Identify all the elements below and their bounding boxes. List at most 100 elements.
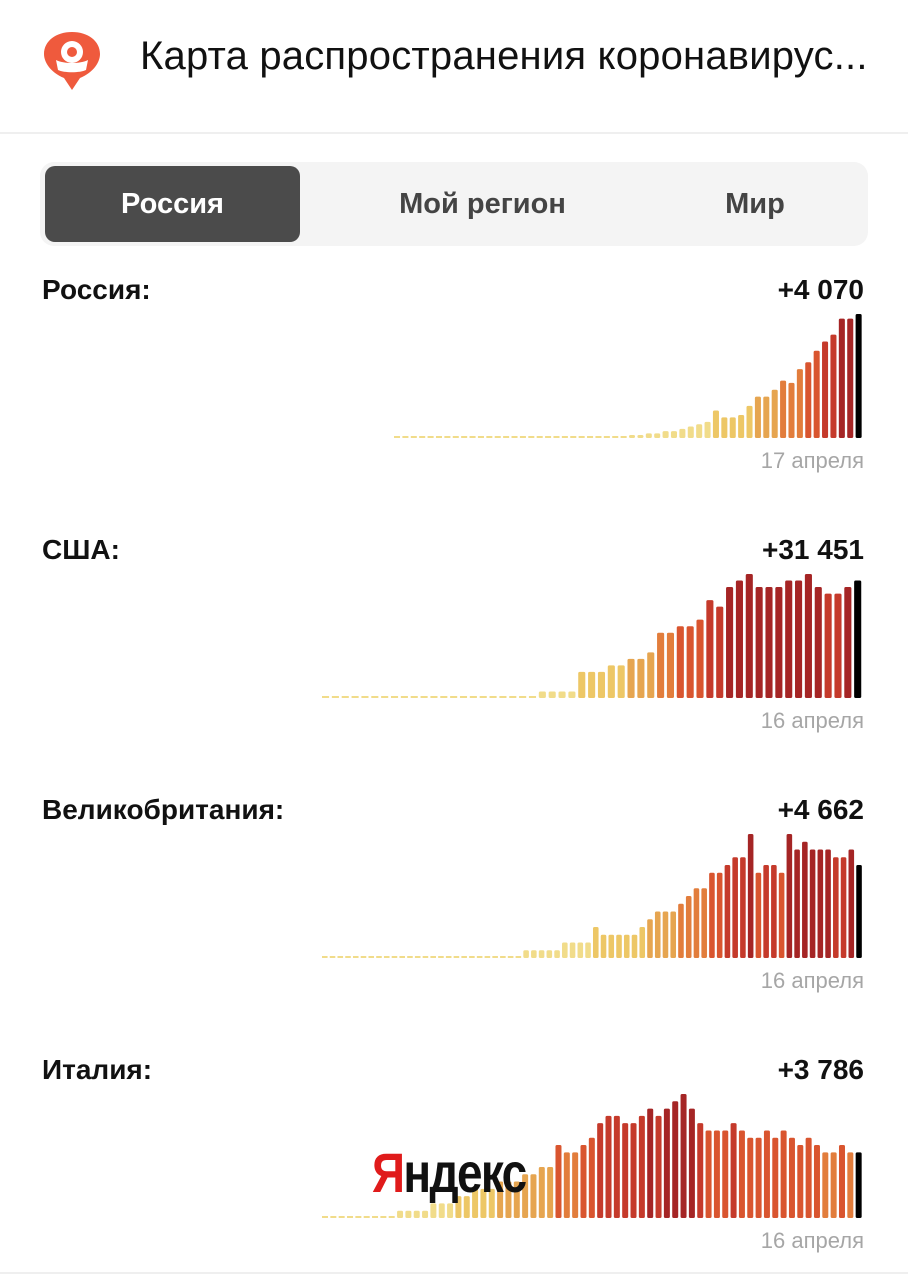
chart-bar	[794, 849, 800, 958]
chart-baseline-dash	[469, 696, 477, 698]
page-title: Карта распространения коронавирус...	[140, 34, 868, 78]
chart-bar	[617, 665, 625, 698]
chart-bar	[538, 1166, 545, 1218]
chart-baseline-dash	[578, 436, 585, 438]
chart-baseline-dash	[345, 956, 351, 958]
chart-bar	[822, 1152, 829, 1218]
country-card[interactable]: Великобритания: +4 662 16 апреля	[0, 794, 908, 1024]
chart-bar	[480, 1188, 487, 1218]
chart-baseline-dash	[435, 436, 443, 438]
tab-russia[interactable]: Россия	[45, 166, 300, 242]
chart-baseline-dash	[519, 696, 527, 698]
chart-bar	[802, 841, 808, 958]
chart-bar	[422, 1210, 429, 1218]
chart-bar	[804, 574, 812, 698]
chart-baseline-dash	[410, 696, 418, 698]
chart-bar	[546, 950, 553, 958]
chart-baseline-dash	[519, 436, 526, 438]
tab-my-region[interactable]: Мой регион	[399, 188, 566, 220]
country-name: Италия:	[42, 1054, 153, 1085]
chart-bar	[685, 896, 692, 958]
chart-baseline-dash	[469, 436, 476, 438]
chart-bar	[822, 341, 829, 438]
chart-bar	[639, 927, 646, 958]
chart-bar	[693, 888, 700, 958]
chart-bar	[531, 950, 537, 958]
chart-baseline-dash	[476, 956, 483, 958]
chart-bar	[607, 665, 615, 698]
chart-bar	[670, 911, 677, 958]
chart-baseline-dash	[500, 956, 506, 958]
chart-bar	[679, 428, 686, 438]
chart-bar	[713, 1130, 720, 1218]
chart-bar	[505, 1181, 512, 1218]
chart-baseline-dash	[507, 956, 514, 958]
daily-cases-chart	[322, 574, 862, 698]
chart-baseline-dash	[322, 1216, 329, 1218]
chart-bar	[680, 1094, 687, 1218]
chart-bar	[746, 405, 753, 438]
chart-date: 16 апреля	[760, 708, 864, 733]
chart-bar	[755, 587, 763, 698]
chart-bar	[623, 934, 630, 958]
chart-baseline-dash	[402, 436, 409, 438]
chart-baseline-dash	[419, 436, 426, 438]
new-cases-count: +3 786	[777, 1054, 864, 1085]
chart-bar	[763, 865, 769, 958]
chart-bar	[538, 691, 546, 698]
chart-baseline-dash	[486, 436, 493, 438]
chart-bar	[817, 849, 824, 958]
chart-baseline-dash	[545, 436, 552, 438]
chart-bar	[771, 865, 777, 958]
chart-baseline-dash	[363, 1216, 370, 1218]
chart-bar	[538, 950, 545, 958]
chart-bar	[775, 587, 783, 698]
tab-world[interactable]: Мир	[725, 188, 785, 220]
chart-bar	[562, 942, 568, 958]
chart-bar	[572, 1152, 579, 1218]
chart-bar	[788, 382, 795, 438]
chart-bar	[558, 691, 566, 698]
chart-bar	[797, 1145, 804, 1218]
chart-bar	[724, 865, 731, 958]
chart-bar	[676, 626, 684, 698]
chart-bar	[805, 362, 812, 438]
chart-bar	[785, 580, 793, 698]
chart-bar	[765, 587, 773, 698]
chart-baseline-dash	[453, 956, 460, 958]
chart-bar	[755, 1137, 762, 1218]
chart-baseline-dash	[503, 436, 510, 438]
chart-bar	[716, 606, 724, 698]
chart-bar	[686, 626, 694, 698]
chart-baseline-dash	[484, 956, 491, 958]
chart-bar	[647, 1108, 654, 1218]
chart-baseline-dash	[422, 956, 429, 958]
chart-bar	[814, 587, 822, 698]
country-name: Великобритания:	[42, 794, 285, 825]
chart-bar	[830, 1152, 837, 1218]
chart-bar	[838, 318, 845, 438]
chart-bar	[655, 1115, 662, 1218]
chart-bar	[663, 1108, 670, 1218]
country-card[interactable]: Италия: +3 786 16 апреля	[0, 1054, 908, 1284]
chart-baseline-dash	[587, 436, 594, 438]
chart-bar	[588, 671, 596, 698]
chart-bar	[696, 619, 704, 698]
chart-baseline-dash	[515, 956, 522, 958]
chart-bar	[638, 1115, 645, 1218]
chart-bar	[771, 389, 778, 438]
chart-bar	[662, 911, 669, 958]
chart-bar	[721, 417, 728, 438]
chart-bar	[662, 431, 669, 438]
country-card[interactable]: США: +31 451 16 апреля	[0, 534, 908, 764]
chart-bar	[701, 888, 707, 958]
chart-bar	[687, 426, 694, 438]
watermark-rest: ндекс	[403, 1141, 527, 1204]
chart-bar	[780, 1130, 787, 1218]
chart-bar	[654, 433, 661, 438]
chart-baseline-dash	[388, 1216, 395, 1218]
country-card[interactable]: Россия: +4 070 17 апреля	[0, 274, 908, 504]
chart-bar	[796, 369, 803, 438]
chart-bar	[805, 1137, 812, 1218]
chart-bar	[438, 1203, 445, 1218]
